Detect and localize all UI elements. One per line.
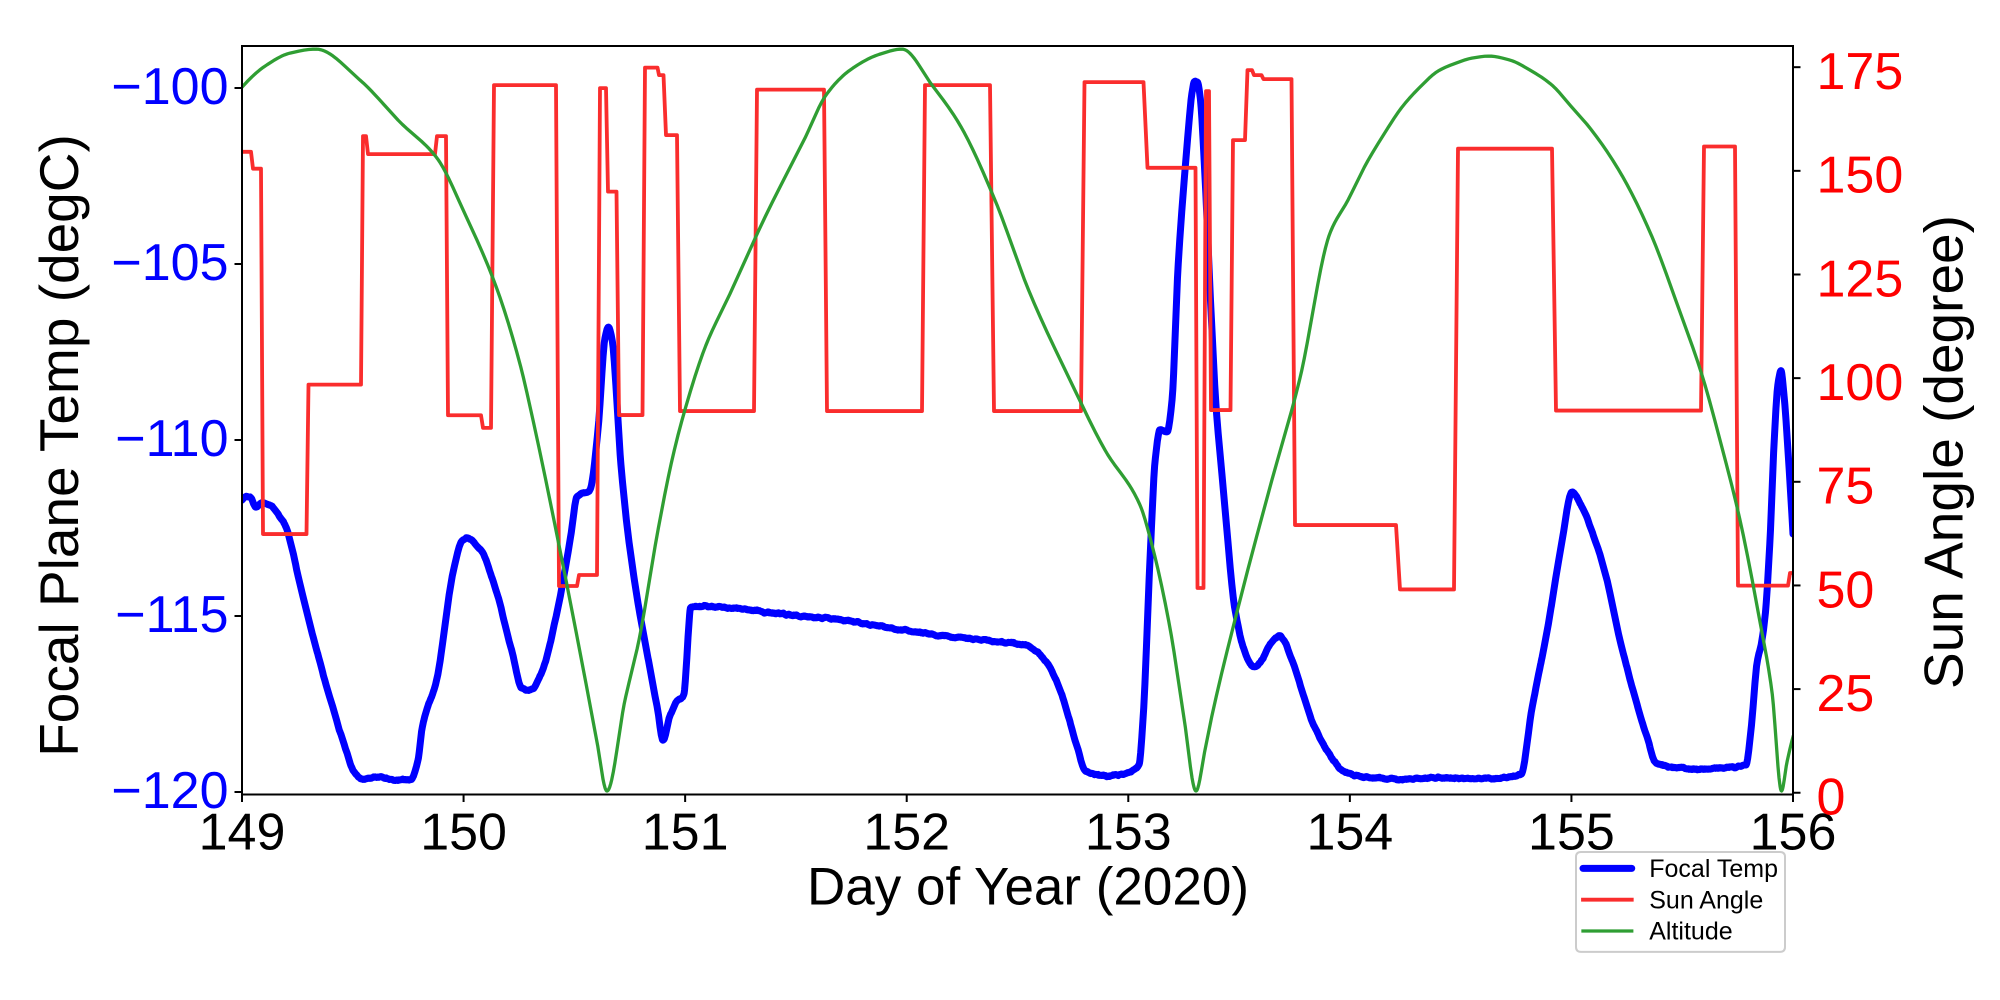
svg-text:25: 25 [1817, 665, 1875, 723]
svg-text:Altitude: Altitude [1649, 918, 1732, 946]
svg-text:125: 125 [1817, 250, 1904, 308]
svg-text:−120: −120 [111, 762, 228, 820]
svg-text:Day of Year (2020): Day of Year (2020) [807, 857, 1249, 916]
svg-text:Focal Plane Temp (degC): Focal Plane Temp (degC) [28, 134, 90, 757]
svg-text:−110: −110 [115, 410, 228, 468]
svg-text:Sun Angle (degree): Sun Angle (degree) [1912, 215, 1974, 689]
svg-text:0: 0 [1817, 769, 1846, 827]
svg-text:Focal Temp: Focal Temp [1649, 855, 1778, 883]
svg-text:150: 150 [1817, 147, 1904, 205]
svg-text:150: 150 [420, 804, 507, 862]
svg-text:152: 152 [863, 804, 950, 862]
svg-text:151: 151 [642, 804, 729, 862]
svg-text:−100: −100 [111, 58, 228, 116]
svg-text:154: 154 [1306, 804, 1393, 862]
svg-text:175: 175 [1817, 43, 1904, 101]
svg-text:100: 100 [1817, 354, 1904, 412]
svg-text:−115: −115 [115, 586, 228, 644]
svg-text:−105: −105 [111, 234, 228, 292]
svg-text:50: 50 [1817, 561, 1875, 619]
svg-text:149: 149 [199, 804, 286, 862]
svg-text:153: 153 [1085, 804, 1172, 862]
svg-text:75: 75 [1817, 458, 1875, 516]
svg-text:Sun Angle: Sun Angle [1649, 886, 1763, 914]
